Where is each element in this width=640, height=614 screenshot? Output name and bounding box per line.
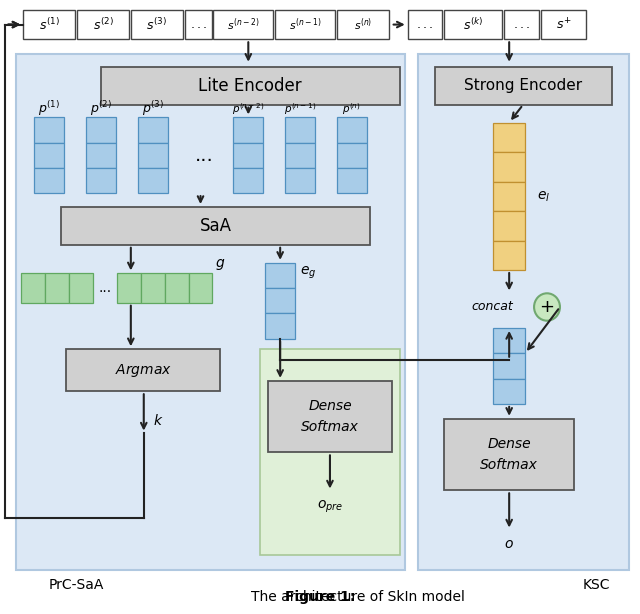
Text: $p^{(1)}$: $p^{(1)}$ <box>38 99 60 119</box>
Text: $k$: $k$ <box>154 413 164 429</box>
FancyBboxPatch shape <box>541 10 586 39</box>
Text: $s^{(2)}$: $s^{(2)}$ <box>93 17 113 33</box>
FancyBboxPatch shape <box>268 381 392 453</box>
Text: Lite Encoder: Lite Encoder <box>198 77 302 95</box>
FancyBboxPatch shape <box>417 54 628 570</box>
FancyBboxPatch shape <box>164 273 189 303</box>
Circle shape <box>534 293 560 321</box>
FancyBboxPatch shape <box>117 273 141 303</box>
Text: $o$: $o$ <box>504 537 514 551</box>
FancyBboxPatch shape <box>435 67 612 104</box>
FancyBboxPatch shape <box>493 379 525 404</box>
FancyBboxPatch shape <box>189 273 212 303</box>
Text: $Argmax$: $Argmax$ <box>115 362 172 379</box>
FancyBboxPatch shape <box>61 207 370 245</box>
FancyBboxPatch shape <box>35 142 64 168</box>
Text: $p^{(n-1)}$: $p^{(n-1)}$ <box>284 101 316 117</box>
FancyBboxPatch shape <box>214 10 273 39</box>
Text: Softmax: Softmax <box>480 458 538 472</box>
FancyBboxPatch shape <box>493 123 525 152</box>
FancyBboxPatch shape <box>444 10 502 39</box>
FancyBboxPatch shape <box>493 328 525 354</box>
FancyBboxPatch shape <box>101 67 399 104</box>
Text: $...$: $...$ <box>513 18 531 31</box>
FancyBboxPatch shape <box>66 349 220 391</box>
FancyBboxPatch shape <box>275 10 335 39</box>
FancyBboxPatch shape <box>337 10 388 39</box>
Text: $s^{(n-2)}$: $s^{(n-2)}$ <box>227 17 260 33</box>
Text: The architecture of SkIn model: The architecture of SkIn model <box>251 590 465 604</box>
Text: $s^{(n-1)}$: $s^{(n-1)}$ <box>289 17 321 33</box>
Text: Figure 1:: Figure 1: <box>285 590 355 604</box>
FancyBboxPatch shape <box>138 168 168 193</box>
FancyBboxPatch shape <box>337 168 367 193</box>
Text: $...$: $...$ <box>190 18 207 31</box>
Text: SaA: SaA <box>200 217 232 235</box>
FancyBboxPatch shape <box>337 117 367 142</box>
Text: Dense: Dense <box>488 437 531 451</box>
FancyBboxPatch shape <box>493 182 525 211</box>
Text: concat: concat <box>472 300 513 314</box>
FancyBboxPatch shape <box>260 349 399 554</box>
FancyBboxPatch shape <box>265 313 295 338</box>
Text: $p^{(3)}$: $p^{(3)}$ <box>141 99 164 119</box>
FancyBboxPatch shape <box>77 10 129 39</box>
FancyBboxPatch shape <box>17 54 404 570</box>
Text: $p^{(n-2)}$: $p^{(n-2)}$ <box>232 101 264 117</box>
FancyBboxPatch shape <box>493 241 525 270</box>
FancyBboxPatch shape <box>265 263 295 288</box>
FancyBboxPatch shape <box>131 10 182 39</box>
FancyBboxPatch shape <box>234 117 263 142</box>
Text: $e_g$: $e_g$ <box>300 265 316 281</box>
Text: $p^{(2)}$: $p^{(2)}$ <box>90 99 112 119</box>
Text: $e_l$: $e_l$ <box>538 189 550 204</box>
Text: $s^{(1)}$: $s^{(1)}$ <box>39 17 60 33</box>
FancyBboxPatch shape <box>69 273 93 303</box>
Text: $s^{(3)}$: $s^{(3)}$ <box>147 17 167 33</box>
FancyBboxPatch shape <box>285 168 315 193</box>
Text: $g$: $g$ <box>215 257 225 273</box>
FancyBboxPatch shape <box>504 10 539 39</box>
Text: $s^{(n)}$: $s^{(n)}$ <box>354 17 372 33</box>
Text: ...: ... <box>99 281 111 295</box>
FancyBboxPatch shape <box>444 419 574 491</box>
FancyBboxPatch shape <box>141 273 164 303</box>
Text: KSC: KSC <box>583 578 611 593</box>
Text: ...: ... <box>195 146 214 165</box>
FancyBboxPatch shape <box>493 152 525 182</box>
Text: Softmax: Softmax <box>301 420 359 434</box>
FancyBboxPatch shape <box>45 273 69 303</box>
Text: $o_{pre}$: $o_{pre}$ <box>317 499 343 515</box>
Text: $s^{+}$: $s^{+}$ <box>556 17 571 32</box>
FancyBboxPatch shape <box>35 168 64 193</box>
Text: Dense: Dense <box>308 399 352 413</box>
FancyBboxPatch shape <box>86 117 116 142</box>
FancyBboxPatch shape <box>408 10 442 39</box>
FancyBboxPatch shape <box>234 168 263 193</box>
FancyBboxPatch shape <box>265 288 295 313</box>
Text: PrC-SaA: PrC-SaA <box>49 578 104 593</box>
FancyBboxPatch shape <box>285 142 315 168</box>
Text: $p^{(n)}$: $p^{(n)}$ <box>342 101 361 117</box>
FancyBboxPatch shape <box>493 354 525 379</box>
Text: +: + <box>540 298 554 316</box>
FancyBboxPatch shape <box>234 142 263 168</box>
FancyBboxPatch shape <box>86 142 116 168</box>
Text: Strong Encoder: Strong Encoder <box>464 78 582 93</box>
FancyBboxPatch shape <box>21 273 45 303</box>
FancyBboxPatch shape <box>285 117 315 142</box>
FancyBboxPatch shape <box>184 10 212 39</box>
FancyBboxPatch shape <box>138 142 168 168</box>
FancyBboxPatch shape <box>86 168 116 193</box>
FancyBboxPatch shape <box>337 142 367 168</box>
FancyBboxPatch shape <box>23 10 75 39</box>
FancyBboxPatch shape <box>35 117 64 142</box>
FancyBboxPatch shape <box>493 211 525 241</box>
Text: $...$: $...$ <box>417 18 434 31</box>
Text: $s^{(k)}$: $s^{(k)}$ <box>463 17 483 33</box>
FancyBboxPatch shape <box>138 117 168 142</box>
